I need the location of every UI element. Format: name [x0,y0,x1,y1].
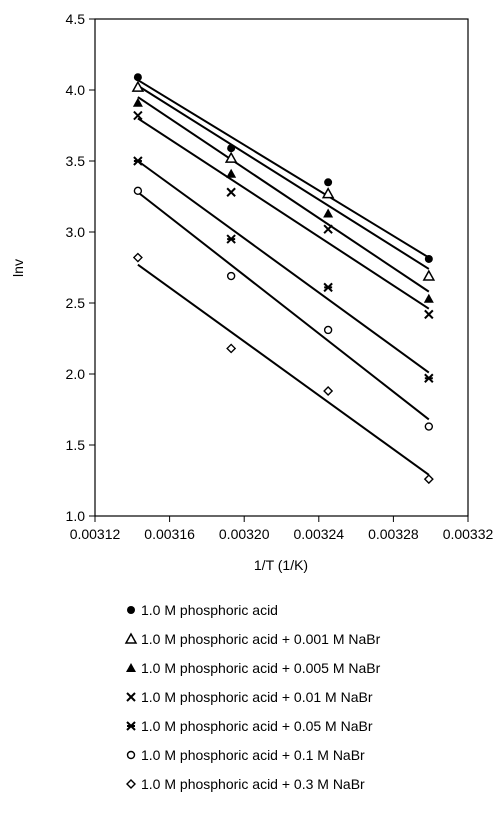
y-tick-label: 2.5 [66,295,86,311]
x-tick-label: 0.00324 [293,526,344,542]
y-tick-label: 4.0 [66,82,86,98]
legend-label-2: 1.0 M phosphoric acid + 0.001 M NaBr [141,631,381,647]
legend-label-3: 1.0 M phosphoric acid + 0.005 M NaBr [141,660,381,676]
data-point-series-1 [227,144,236,153]
data-point-series-2 [131,80,145,92]
legend-marker-1 [127,606,135,614]
fit-line-series-1 [137,79,430,259]
data-point-series-6 [323,325,333,335]
data-point-series-7 [323,386,334,397]
x-tick-label: 0.00320 [219,526,270,542]
fit-line-series-6 [137,191,430,421]
y-axis-label: lnv [10,259,26,277]
plot-frame [94,18,469,517]
data-markers [131,73,436,485]
data-point-series-6 [226,271,236,281]
data-point-series-4 [424,309,434,320]
x-axis-ticks: 0.00312 0.00316 0.00320 0.00324 0.00328 0.003… [70,516,494,542]
y-tick-label: 3.0 [66,224,86,240]
data-point-series-6 [133,186,143,196]
data-point-series-7 [132,252,143,263]
fit-line-series-7 [137,263,430,476]
y-axis-ticks: 1.0 1.5 2.0 2.5 3.0 3.5 4.0 4.5 [66,11,95,524]
x-axis-label: 1/T (1/K) [254,557,308,573]
data-point-series-3 [226,168,237,178]
data-point-series-1 [133,73,142,82]
legend-label-6: 1.0 M phosphoric acid + 0.1 M NaBr [141,747,365,763]
data-point-series-3 [423,293,434,303]
legend-label-5: 1.0 M phosphoric acid + 0.05 M NaBr [141,718,373,734]
data-point-series-4 [133,110,143,121]
x-tick-label: 0.00328 [368,526,419,542]
y-tick-label: 4.5 [66,11,86,27]
data-point-series-3 [323,208,334,218]
data-point-series-5 [133,156,143,166]
legend-marker-3 [126,663,136,672]
legend-marker-6 [126,750,136,760]
legend-marker-2 [124,632,138,644]
legend: 1.0 M phosphoric acid 1.0 M phosphoric ac… [124,602,381,792]
y-tick-label: 1.0 [66,508,86,524]
data-point-series-7 [226,343,237,354]
legend-label-7: 1.0 M phosphoric acid + 0.3 M NaBr [141,776,365,792]
data-point-series-5 [226,234,236,244]
data-point-series-5 [424,373,434,383]
data-point-series-4 [226,187,236,197]
x-tick-label: 0.00332 [443,526,494,542]
data-point-series-2 [422,269,436,281]
data-point-series-3 [132,97,143,107]
x-tick-label: 0.00316 [144,526,195,542]
data-point-series-4 [323,224,333,234]
y-tick-label: 3.5 [66,153,86,169]
x-tick-label: 0.00312 [70,526,121,542]
fit-line-series-3 [137,96,430,293]
y-tick-label: 1.5 [66,437,86,453]
legend-marker-5 [126,721,136,731]
data-point-series-6 [424,422,434,431]
data-point-series-7 [423,474,434,485]
data-point-series-5 [323,282,333,293]
data-point-series-2 [321,187,335,199]
legend-label-4: 1.0 M phosphoric acid + 0.01 M NaBr [141,689,373,705]
fit-line-series-2 [137,84,430,270]
data-point-series-1 [324,178,333,187]
fit-line-series-4 [137,117,430,310]
data-point-series-2 [224,151,238,163]
legend-marker-4 [126,692,136,702]
legend-marker-7 [126,779,136,789]
fit-line-series-5 [137,160,430,374]
fit-lines [137,79,430,476]
legend-label-1: 1.0 M phosphoric acid [141,602,278,618]
y-tick-label: 2.0 [66,366,86,382]
data-point-series-1 [424,254,433,263]
